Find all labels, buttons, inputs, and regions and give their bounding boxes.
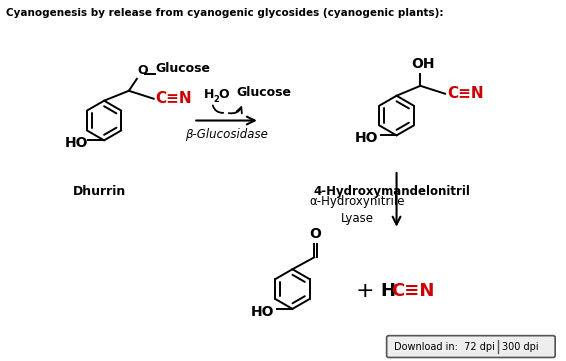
Text: HO: HO xyxy=(355,131,379,145)
Text: OH: OH xyxy=(411,57,435,71)
Text: O: O xyxy=(309,227,321,242)
Text: Glucose: Glucose xyxy=(236,86,291,99)
Text: Cyanogenesis by release from cyanogenic glycosides (cyanogenic plants):: Cyanogenesis by release from cyanogenic … xyxy=(6,8,443,17)
Text: Dhurrin: Dhurrin xyxy=(72,185,126,198)
Text: Glucose: Glucose xyxy=(156,62,211,75)
Text: α-Hydroxynitrile
Lyase: α-Hydroxynitrile Lyase xyxy=(309,195,405,225)
Text: O: O xyxy=(218,88,229,101)
Text: +: + xyxy=(355,281,374,301)
Text: H: H xyxy=(381,282,396,300)
Text: H: H xyxy=(204,88,215,101)
Text: C≡N: C≡N xyxy=(447,86,484,101)
Text: O: O xyxy=(138,64,148,77)
Text: β-Glucosidase: β-Glucosidase xyxy=(185,129,268,142)
Text: C≡N: C≡N xyxy=(156,91,192,106)
Text: C≡N: C≡N xyxy=(392,282,435,300)
Text: 2: 2 xyxy=(213,95,219,104)
Text: HO: HO xyxy=(65,136,88,150)
Text: Download in:  72 dpi: Download in: 72 dpi xyxy=(393,342,495,352)
FancyBboxPatch shape xyxy=(387,336,555,357)
Text: 300 dpi: 300 dpi xyxy=(501,342,538,352)
Text: HO: HO xyxy=(251,305,275,319)
Text: 4-Hydroxymandelonitril: 4-Hydroxymandelonitril xyxy=(313,185,470,198)
